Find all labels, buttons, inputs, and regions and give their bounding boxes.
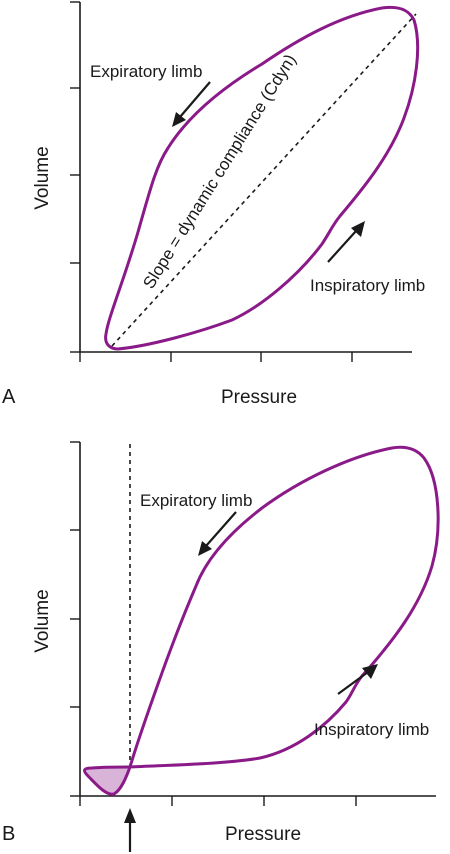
panel-a: Expiratory limb Inspiratory limb Slope =… bbox=[2, 1, 425, 408]
panel-a-inspiratory-arrowhead bbox=[351, 221, 365, 237]
panel-a-expiratory-arrowhead bbox=[172, 112, 186, 127]
panel-a-inspiratory-label: Inspiratory limb bbox=[310, 276, 425, 295]
panel-a-inspiratory-arrow bbox=[327, 230, 357, 263]
panel-a-x-axis-label: Pressure bbox=[221, 387, 297, 408]
panel-a-letter: A bbox=[2, 386, 16, 408]
panel-b-y-axis-label: Volume bbox=[32, 589, 53, 652]
panel-b-expiratory-arrowhead bbox=[198, 541, 212, 556]
panel-b-inspiratory-arrowhead bbox=[362, 664, 378, 679]
panel-a-expiratory-arrow bbox=[179, 81, 211, 118]
panel-b-expiratory-arrow bbox=[205, 511, 237, 547]
panel-b-pv-loop bbox=[83, 445, 440, 796]
panel-a-y-axis-label: Volume bbox=[32, 146, 53, 209]
panel-b-expiratory-label: Expiratory limb bbox=[140, 491, 252, 510]
panel-a-pv-loop bbox=[104, 5, 420, 351]
panel-a-slope-label: Slope = dynamic compliance (Cdyn) bbox=[139, 51, 300, 292]
panel-b-x-axis-label: Pressure bbox=[225, 824, 301, 845]
panel-b-letter: B bbox=[2, 823, 15, 845]
panel-b-inflection-arrowhead bbox=[124, 808, 136, 823]
panel-a-slope-line bbox=[111, 13, 417, 347]
panel-b-inspiratory-arrow bbox=[337, 671, 369, 695]
panel-b: Expiratory limb Inspiratory limb Volume … bbox=[2, 441, 440, 852]
panel-a-expiratory-label: Expiratory limb bbox=[90, 62, 202, 81]
panel-b-inspiratory-label: Inspiratory limb bbox=[314, 720, 429, 739]
